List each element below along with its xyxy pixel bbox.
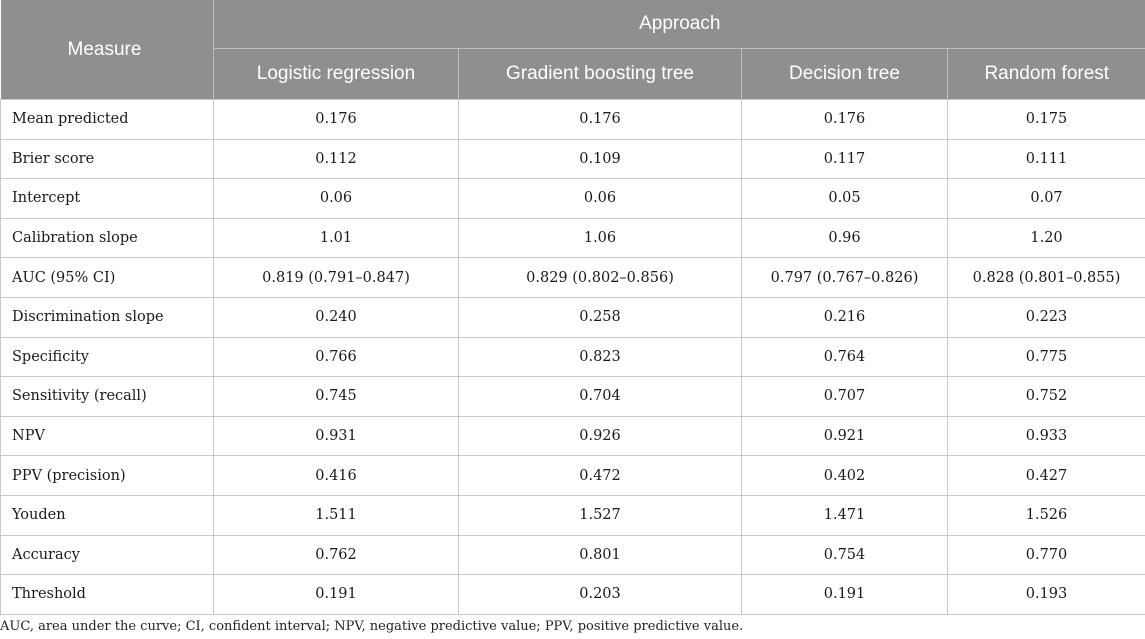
table-row: Brier score 0.112 0.109 0.117 0.111 bbox=[0, 138, 1145, 180]
table-cell: 0.223 bbox=[946, 296, 1145, 338]
table-cell: 0.175 bbox=[946, 99, 1145, 140]
header-random-forest: Random forest bbox=[946, 48, 1145, 100]
table-cell: 0.933 bbox=[946, 415, 1145, 457]
table-cell: 0.745 bbox=[213, 376, 459, 417]
table-cell: 0.258 bbox=[458, 296, 742, 338]
table-row: Accuracy 0.762 0.801 0.754 0.770 bbox=[0, 534, 1145, 576]
table-row: AUC (95% CI) 0.819 (0.791–0.847) 0.829 (0.… bbox=[0, 257, 1145, 298]
table-cell: 0.176 bbox=[741, 99, 948, 140]
table-header: Measure Approach Logistic regression Gra… bbox=[0, 0, 1145, 100]
table-cell: 0.472 bbox=[458, 455, 742, 496]
table-cell: 0.921 bbox=[741, 415, 948, 457]
table-row: Specificity 0.766 0.823 0.764 0.775 bbox=[0, 336, 1145, 378]
table-cell: 0.828 (0.801–0.855) bbox=[946, 257, 1145, 298]
table-row: Mean predicted 0.176 0.176 0.176 0.175 bbox=[0, 99, 1145, 140]
table-body: Mean predicted 0.176 0.176 0.176 0.175 Brier … bbox=[0, 99, 1145, 615]
header-logistic-regression: Logistic regression bbox=[213, 48, 459, 100]
table-cell: 0.797 (0.767–0.826) bbox=[741, 257, 948, 298]
header-approach: Approach bbox=[212, 0, 1145, 49]
row-label: NPV bbox=[0, 415, 214, 457]
table-cell: 0.216 bbox=[741, 296, 948, 338]
table-cell: 0.819 (0.791–0.847) bbox=[213, 257, 459, 298]
table-cell: 0.06 bbox=[213, 178, 459, 219]
table-cell: 1.511 bbox=[213, 494, 459, 536]
table-cell: 0.109 bbox=[458, 138, 742, 180]
table-cell: 0.801 bbox=[458, 534, 742, 576]
header-decision-tree: Decision tree bbox=[741, 48, 948, 100]
table-cell: 0.176 bbox=[458, 99, 742, 140]
table-cell: 0.931 bbox=[213, 415, 459, 457]
table-cell: 0.707 bbox=[741, 376, 948, 417]
table-cell: 1.06 bbox=[458, 217, 742, 259]
table-row: Sensitivity (recall) 0.745 0.704 0.707 0.752 bbox=[0, 376, 1145, 417]
table-cell: 0.240 bbox=[213, 296, 459, 338]
header-gradient-boosting-tree: Gradient boosting tree bbox=[458, 48, 742, 100]
row-label: Accuracy bbox=[0, 534, 214, 576]
row-label: PPV (precision) bbox=[0, 455, 214, 496]
table-cell: 0.117 bbox=[741, 138, 948, 180]
row-label: Intercept bbox=[0, 178, 214, 219]
row-label: AUC (95% CI) bbox=[0, 257, 214, 298]
row-label: Calibration slope bbox=[0, 217, 214, 259]
row-label: Discrimination slope bbox=[0, 296, 214, 338]
table-cell: 0.111 bbox=[946, 138, 1145, 180]
table-cell: 0.07 bbox=[946, 178, 1145, 219]
table-cell: 1.527 bbox=[458, 494, 742, 536]
table-cell: 0.752 bbox=[946, 376, 1145, 417]
table-cell: 0.402 bbox=[741, 455, 948, 496]
table-cell: 0.775 bbox=[946, 336, 1145, 378]
table-cell: 0.823 bbox=[458, 336, 742, 378]
results-table: Measure Approach Logistic regression Gra… bbox=[0, 0, 1145, 615]
table-cell: 0.176 bbox=[213, 99, 459, 140]
row-label: Brier score bbox=[0, 138, 214, 180]
table-row: Threshold 0.191 0.203 0.191 0.193 bbox=[0, 574, 1145, 615]
table-cell: 0.96 bbox=[741, 217, 948, 259]
table-cell: 1.526 bbox=[946, 494, 1145, 536]
header-measure: Measure bbox=[0, 0, 214, 100]
table-row: Discrimination slope 0.240 0.258 0.216 0.223 bbox=[0, 296, 1145, 338]
table-cell: 0.704 bbox=[458, 376, 742, 417]
row-label: Threshold bbox=[0, 574, 214, 615]
table-cell: 0.766 bbox=[213, 336, 459, 378]
table-cell: 0.191 bbox=[741, 574, 948, 615]
table-cell: 0.754 bbox=[741, 534, 948, 576]
row-label: Mean predicted bbox=[0, 99, 214, 140]
table-cell: 0.05 bbox=[741, 178, 948, 219]
table-row: Youden 1.511 1.527 1.471 1.526 bbox=[0, 494, 1145, 536]
table-row: Intercept 0.06 0.06 0.05 0.07 bbox=[0, 178, 1145, 219]
table-cell: 0.112 bbox=[213, 138, 459, 180]
table-row: PPV (precision) 0.416 0.472 0.402 0.427 bbox=[0, 455, 1145, 496]
table-footnote: AUC, area under the curve; CI, confident… bbox=[0, 619, 744, 634]
table-cell: 0.193 bbox=[946, 574, 1145, 615]
table-cell: 1.01 bbox=[213, 217, 459, 259]
row-label: Sensitivity (recall) bbox=[0, 376, 214, 417]
table-cell: 0.926 bbox=[458, 415, 742, 457]
table-cell: 0.06 bbox=[458, 178, 742, 219]
table-row: NPV 0.931 0.926 0.921 0.933 bbox=[0, 415, 1145, 457]
table-cell: 0.416 bbox=[213, 455, 459, 496]
table-cell: 0.829 (0.802–0.856) bbox=[458, 257, 742, 298]
table-cell: 0.191 bbox=[213, 574, 459, 615]
table-cell: 0.203 bbox=[458, 574, 742, 615]
table-cell: 0.764 bbox=[741, 336, 948, 378]
row-label: Specificity bbox=[0, 336, 214, 378]
table-cell: 0.427 bbox=[946, 455, 1145, 496]
table-cell: 1.471 bbox=[741, 494, 948, 536]
table-cell: 0.762 bbox=[213, 534, 459, 576]
table-cell: 0.770 bbox=[946, 534, 1145, 576]
table-cell: 1.20 bbox=[946, 217, 1145, 259]
table-row: Calibration slope 1.01 1.06 0.96 1.20 bbox=[0, 217, 1145, 259]
row-label: Youden bbox=[0, 494, 214, 536]
